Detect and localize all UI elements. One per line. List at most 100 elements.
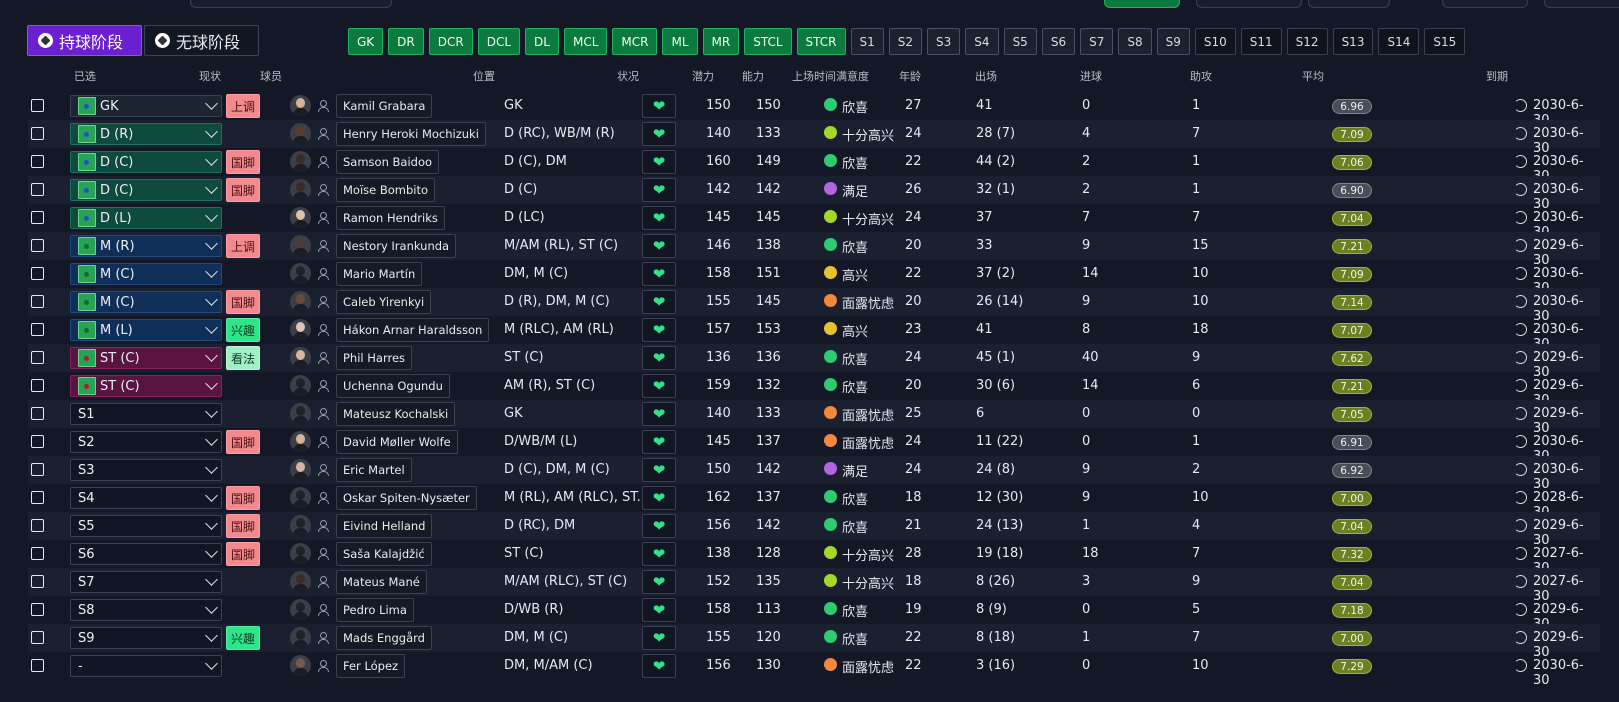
position-button-s11[interactable]: S11	[1240, 28, 1282, 55]
top-green-button[interactable]	[1104, 0, 1180, 8]
status-badge[interactable]: 国脚	[226, 150, 261, 174]
avatar[interactable]	[290, 207, 311, 228]
player-name[interactable]: Oskar Spiten-Nysæter	[336, 486, 477, 510]
position-button-stcr[interactable]: STCR	[796, 28, 846, 55]
status-badge[interactable]: 上调	[226, 234, 261, 258]
table-row[interactable]: ST (C) 看法 Phil Harres ST (C) ❤ 136 136 欣喜 24 45 (…	[28, 344, 1600, 380]
slot-select[interactable]: S8	[70, 599, 222, 621]
slot-select[interactable]: S2	[70, 431, 222, 453]
avatar[interactable]	[290, 431, 311, 452]
table-row[interactable]: - Fer López DM, M/AM (C) ❤ 156 130 面露忧虑 22 3 (16…	[28, 652, 1600, 688]
slot-select[interactable]: ST (C)	[70, 375, 222, 397]
avatar[interactable]	[290, 123, 311, 144]
row-checkbox[interactable]	[31, 491, 44, 504]
position-button-s13[interactable]: S13	[1332, 28, 1374, 55]
position-button-s10[interactable]: S10	[1194, 28, 1236, 55]
table-row[interactable]: M (C) Mario Martín DM, M (C) ❤ 158 151 高兴 22 37 …	[28, 260, 1600, 296]
heart-icon[interactable]: ❤	[642, 346, 676, 370]
row-checkbox[interactable]	[31, 659, 44, 672]
position-button-s14[interactable]: S14	[1378, 28, 1420, 55]
position-button-s4[interactable]: S4	[965, 28, 999, 55]
player-name[interactable]: Phil Harres	[336, 346, 413, 370]
position-button-s1[interactable]: S1	[850, 28, 884, 55]
avatar[interactable]	[290, 655, 311, 676]
avatar[interactable]	[290, 403, 311, 424]
slot-select[interactable]: D (R)	[70, 123, 222, 145]
player-name[interactable]: Pedro Lima	[336, 598, 414, 622]
row-checkbox[interactable]	[31, 379, 44, 392]
slot-select[interactable]: M (R)	[70, 235, 222, 257]
player-name[interactable]: Eric Martel	[336, 458, 412, 482]
top-search-box[interactable]	[190, 0, 392, 8]
col-assists[interactable]: 助攻	[1190, 70, 1212, 83]
row-checkbox[interactable]	[31, 575, 44, 588]
table-row[interactable]: D (R) Henry Heroki Mochizuki D (RC), WB/M …	[28, 120, 1600, 156]
table-row[interactable]: S7 Mateus Mané M/AM (RLC), ST (C) ❤ 152 135 十分…	[28, 568, 1600, 604]
status-badge[interactable]: 国脚	[226, 178, 261, 202]
row-checkbox[interactable]	[31, 239, 44, 252]
avatar[interactable]	[290, 291, 311, 312]
slot-select[interactable]: M (L)	[70, 319, 222, 341]
avatar[interactable]	[290, 179, 311, 200]
col-status[interactable]: 现状	[199, 70, 221, 83]
player-name[interactable]: Hákon Arnar Haraldsson	[336, 318, 490, 342]
heart-icon[interactable]: ❤	[642, 486, 676, 510]
position-button-stcl[interactable]: STCL	[744, 28, 792, 55]
row-checkbox[interactable]	[31, 435, 44, 448]
player-name[interactable]: Ramon Hendriks	[336, 206, 445, 230]
tab-out-of-possession[interactable]: 无球阶段	[144, 25, 259, 56]
col-player[interactable]: 球员	[260, 70, 282, 83]
heart-icon[interactable]: ❤	[642, 94, 676, 118]
avatar[interactable]	[290, 95, 311, 116]
player-name[interactable]: Saša Kalajdžić	[336, 542, 432, 566]
slot-select[interactable]: S7	[70, 571, 222, 593]
position-button-dcr[interactable]: DCR	[428, 28, 473, 55]
table-row[interactable]: D (L) Ramon Hendriks D (LC) ❤ 145 145 十分高兴 24 37…	[28, 204, 1600, 240]
col-playtime[interactable]: 上场时间满意度	[792, 70, 869, 83]
slot-select[interactable]: D (L)	[70, 207, 222, 229]
row-checkbox[interactable]	[31, 295, 44, 308]
position-button-s15[interactable]: S15	[1424, 28, 1466, 55]
heart-icon[interactable]: ❤	[642, 374, 676, 398]
heart-icon[interactable]: ❤	[642, 514, 676, 538]
heart-icon[interactable]: ❤	[642, 290, 676, 314]
table-row[interactable]: D (C) 国脚 Moïse Bombito D (C) ❤ 142 142 满足 26 32 (…	[28, 176, 1600, 212]
player-name[interactable]: Eivind Helland	[336, 514, 433, 538]
player-name[interactable]: Samson Baidoo	[336, 150, 440, 174]
row-checkbox[interactable]	[31, 603, 44, 616]
heart-icon[interactable]: ❤	[642, 318, 676, 342]
player-name[interactable]: David Møller Wolfe	[336, 430, 458, 454]
table-row[interactable]: S2 国脚 David Møller Wolfe D/WB/M (L) ❤ 145 137 面…	[28, 428, 1600, 464]
position-button-s2[interactable]: S2	[888, 28, 923, 55]
slot-select[interactable]: D (C)	[70, 151, 222, 173]
position-button-ml[interactable]: ML	[662, 28, 698, 55]
position-button-dcl[interactable]: DCL	[477, 28, 521, 55]
slot-select[interactable]: -	[70, 655, 222, 677]
heart-icon[interactable]: ❤	[642, 122, 676, 146]
player-name[interactable]: Mateus Mané	[336, 570, 427, 594]
position-button-mcr[interactable]: MCR	[612, 28, 658, 55]
heart-icon[interactable]: ❤	[642, 626, 676, 650]
table-row[interactable]: M (C) 国脚 Caleb Yirenkyi D (R), DM, M (C) ❤ 15…	[28, 288, 1600, 324]
tab-in-possession[interactable]: 持球阶段	[27, 25, 142, 56]
table-row[interactable]: M (L) 兴趣 Hákon Arnar Haraldsson M (RLC), AM…	[28, 316, 1600, 352]
avatar[interactable]	[290, 599, 311, 620]
col-goals[interactable]: 进球	[1080, 70, 1102, 83]
heart-icon[interactable]: ❤	[642, 262, 676, 286]
slot-select[interactable]: M (C)	[70, 291, 222, 313]
position-button-dl[interactable]: DL	[525, 28, 559, 55]
row-checkbox[interactable]	[31, 351, 44, 364]
row-checkbox[interactable]	[31, 407, 44, 420]
slot-select[interactable]: S4	[70, 487, 222, 509]
table-row[interactable]: S3 Eric Martel D (C), DM, M (C) ❤ 150 142 满足 24…	[28, 456, 1600, 492]
table-row[interactable]: D (C) 国脚 Samson Baidoo D (C), DM ❤ 160 149 欣喜 22…	[28, 148, 1600, 184]
position-button-s5[interactable]: S5	[1003, 28, 1037, 55]
slot-select[interactable]: M (C)	[70, 263, 222, 285]
col-average[interactable]: 平均	[1302, 70, 1324, 83]
col-condition[interactable]: 状况	[617, 70, 639, 83]
player-name[interactable]: Henry Heroki Mochizuki	[336, 122, 486, 146]
avatar[interactable]	[290, 459, 311, 480]
row-checkbox[interactable]	[31, 547, 44, 560]
player-name[interactable]: Moïse Bombito	[336, 178, 436, 202]
row-checkbox[interactable]	[31, 631, 44, 644]
